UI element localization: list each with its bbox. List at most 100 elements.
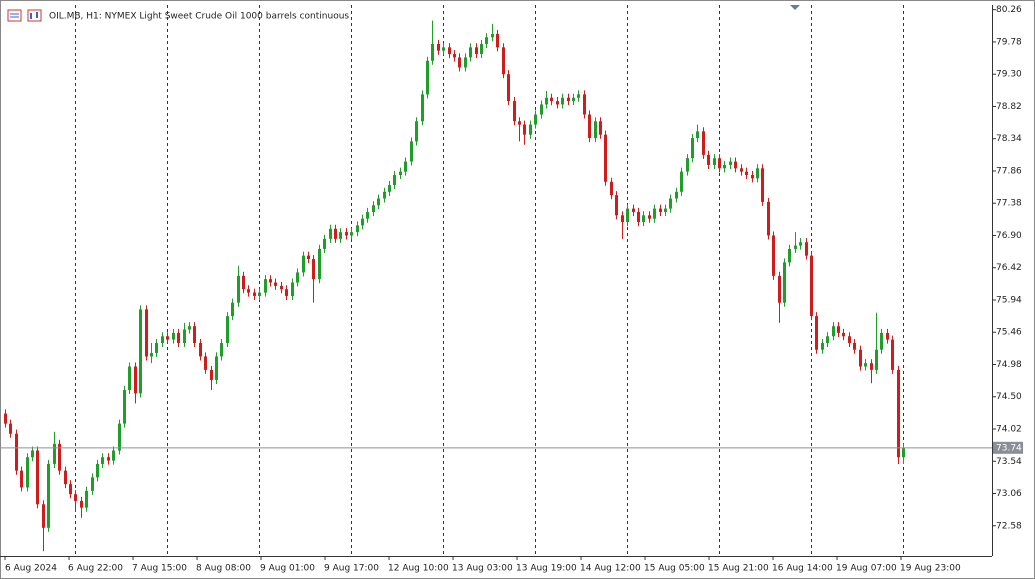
y-tick-label: 76.42	[996, 263, 1022, 273]
y-tick-label: 74.50	[996, 392, 1022, 402]
candle-body	[285, 289, 288, 296]
candle-body	[231, 302, 234, 317]
chart-title: OIL.MB, H1: NYMEX Light Sweet Crude Oil …	[49, 12, 349, 22]
candle-body	[897, 369, 900, 458]
y-tick-label: 79.78	[996, 37, 1022, 47]
candle-body	[318, 248, 321, 280]
candle-body	[475, 47, 478, 55]
candle-body	[31, 450, 34, 458]
candle-body	[534, 114, 537, 125]
candle-body	[226, 316, 229, 343]
candle-body	[26, 457, 29, 488]
candle-body	[274, 282, 277, 286]
candle-body	[69, 484, 72, 495]
candle-body	[653, 208, 656, 219]
candle-body	[85, 490, 88, 508]
candle-body	[9, 423, 12, 434]
candle-body	[20, 470, 23, 488]
candle-body	[415, 121, 418, 142]
candle-body	[745, 171, 748, 176]
candle-body	[734, 161, 737, 169]
candle-body	[393, 175, 396, 186]
candle-body	[875, 349, 878, 370]
x-tick-label: 16 Aug 14:00	[772, 564, 833, 574]
candle-body	[469, 47, 472, 58]
candle-body	[523, 124, 526, 135]
current-price-box	[993, 441, 1023, 454]
candle-body	[853, 342, 856, 350]
candle-body	[204, 356, 207, 370]
candle-body	[610, 181, 613, 196]
candle-body	[642, 215, 645, 223]
candle-body	[848, 336, 851, 343]
y-tick-label: 76.90	[996, 231, 1022, 241]
candle-body	[880, 332, 883, 350]
candle-body	[588, 114, 591, 139]
candle-body	[42, 504, 45, 528]
candle-body	[680, 171, 683, 192]
candle-body	[350, 232, 353, 236]
candle-body	[583, 94, 586, 115]
candle-body	[431, 43, 434, 61]
candle-body	[74, 494, 77, 501]
candle-body	[247, 289, 250, 293]
candle-body	[761, 168, 764, 202]
candle-body	[96, 463, 99, 478]
y-tick-label: 73.06	[996, 489, 1022, 499]
candle-body	[36, 450, 39, 505]
candle-body	[718, 158, 721, 169]
candle-body	[172, 332, 175, 340]
candle-body	[886, 332, 889, 340]
candle-body	[448, 47, 451, 55]
candle-body	[339, 232, 342, 239]
candle-body	[870, 363, 873, 370]
candle-body	[53, 443, 56, 464]
candle-body	[637, 211, 640, 223]
x-tick-label: 6 Aug 2024	[5, 564, 57, 574]
candle-body	[772, 235, 775, 276]
candle-body	[15, 433, 18, 471]
candle-body	[101, 457, 104, 464]
candle-body	[556, 101, 559, 105]
candle-body	[220, 342, 223, 357]
candle-body	[740, 168, 743, 172]
y-tick-label: 77.38	[996, 199, 1022, 209]
candle-body	[442, 47, 445, 51]
candle-body	[296, 272, 299, 283]
candle-body	[599, 121, 602, 135]
candle-body	[183, 329, 186, 343]
candle-body	[91, 477, 94, 491]
shift-marker	[790, 5, 800, 10]
candle-body	[550, 97, 553, 102]
candle-body	[188, 326, 191, 330]
candle-body	[864, 363, 867, 367]
candle-body	[323, 238, 326, 249]
candle-body	[47, 463, 50, 528]
candle-body	[237, 275, 240, 303]
candle-body	[842, 332, 845, 337]
candle-body	[356, 225, 359, 233]
candle-body	[404, 161, 407, 172]
candle-body	[377, 198, 380, 206]
candle-body	[334, 228, 337, 239]
candle-body	[437, 43, 440, 51]
candle-body	[826, 336, 829, 343]
candle-body	[659, 208, 662, 212]
x-tick-label: 19 Aug 23:00	[900, 564, 961, 574]
y-tick-label: 80.26	[996, 5, 1022, 15]
candle-body	[329, 228, 332, 239]
candle-body	[166, 336, 169, 340]
candle-body	[832, 326, 835, 337]
candle-body	[810, 255, 813, 317]
y-tick-label: 75.94	[996, 295, 1022, 305]
candle-body	[253, 292, 256, 296]
candle-body	[399, 171, 402, 176]
candle-body	[107, 457, 110, 461]
candle-body	[280, 285, 283, 290]
candle-body	[134, 366, 137, 394]
y-tick-label: 78.34	[996, 134, 1022, 144]
x-tick-label: 15 Aug 21:00	[708, 564, 769, 574]
candle-body	[594, 121, 597, 139]
candle-body	[713, 158, 716, 165]
